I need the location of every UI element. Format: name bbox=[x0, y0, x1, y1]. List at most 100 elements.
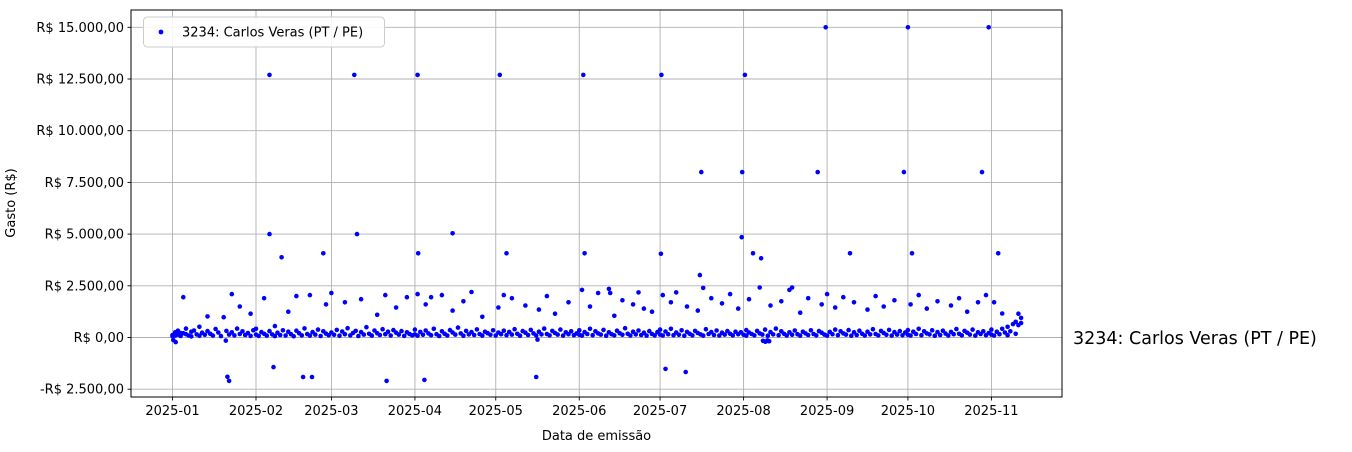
data-point bbox=[881, 304, 886, 309]
data-point bbox=[735, 306, 741, 311]
data-point bbox=[384, 378, 389, 384]
data-point bbox=[766, 338, 772, 344]
data-point bbox=[973, 333, 978, 338]
data-point bbox=[541, 326, 547, 331]
data-point bbox=[932, 333, 938, 339]
data-point bbox=[673, 290, 679, 295]
data-point bbox=[291, 334, 297, 339]
legend-box bbox=[143, 16, 385, 48]
data-point bbox=[703, 326, 709, 332]
data-point bbox=[439, 292, 445, 298]
y-tick-label: R$ 12.500,00 bbox=[36, 73, 124, 88]
data-point bbox=[620, 298, 625, 303]
data-point bbox=[857, 328, 862, 334]
y-tick-label: R$ 5.000,00 bbox=[45, 228, 124, 243]
data-point bbox=[676, 332, 682, 338]
data-point bbox=[612, 333, 617, 338]
data-point bbox=[649, 309, 655, 315]
y-axis-label: Gasto (R$) bbox=[4, 168, 19, 237]
data-point bbox=[607, 290, 613, 296]
data-point bbox=[668, 300, 674, 305]
data-point bbox=[905, 25, 911, 30]
data-point bbox=[480, 314, 485, 320]
data-point bbox=[181, 294, 186, 300]
data-point bbox=[1013, 319, 1018, 325]
data-point bbox=[488, 332, 493, 338]
data-point bbox=[361, 332, 367, 337]
data-point bbox=[1018, 320, 1024, 326]
data-point bbox=[641, 306, 647, 311]
data-point bbox=[598, 332, 604, 337]
data-point bbox=[658, 251, 664, 257]
data-point bbox=[342, 300, 348, 305]
data-point bbox=[552, 311, 558, 317]
data-point bbox=[909, 251, 915, 256]
data-point bbox=[272, 323, 278, 329]
data-point bbox=[889, 333, 894, 338]
x-tick-label: 2025-06 bbox=[552, 404, 606, 419]
data-point bbox=[307, 292, 313, 298]
data-point bbox=[997, 331, 1002, 337]
data-point bbox=[279, 254, 284, 260]
data-point bbox=[216, 330, 221, 335]
data-point bbox=[641, 330, 647, 336]
legend-point-icon bbox=[158, 29, 164, 35]
data-point bbox=[264, 333, 270, 338]
data-point bbox=[210, 333, 216, 338]
data-point bbox=[579, 287, 585, 293]
data-point bbox=[832, 305, 838, 310]
data-point bbox=[471, 332, 477, 338]
data-point bbox=[280, 328, 286, 333]
data-point bbox=[315, 327, 321, 332]
data-point bbox=[722, 332, 727, 337]
data-point bbox=[849, 333, 854, 339]
data-point bbox=[566, 331, 571, 337]
data-point bbox=[299, 333, 305, 338]
data-point bbox=[765, 333, 771, 339]
data-point bbox=[224, 328, 229, 334]
data-point bbox=[342, 331, 348, 337]
data-point bbox=[660, 333, 666, 338]
data-point bbox=[480, 333, 485, 338]
data-point bbox=[587, 326, 593, 332]
data-point bbox=[843, 332, 849, 337]
data-point bbox=[385, 329, 391, 335]
data-point bbox=[504, 251, 509, 256]
data-point bbox=[660, 292, 666, 298]
data-point bbox=[318, 333, 323, 339]
data-point bbox=[377, 332, 383, 338]
data-point bbox=[937, 332, 943, 338]
data-point bbox=[647, 328, 652, 334]
data-point bbox=[916, 326, 921, 332]
data-point bbox=[919, 332, 924, 338]
data-point bbox=[789, 285, 795, 290]
data-point bbox=[248, 311, 253, 317]
data-point bbox=[191, 328, 197, 333]
data-point bbox=[959, 333, 965, 338]
y-tick-label: R$ 7.500,00 bbox=[45, 176, 124, 191]
y-tick-label: R$ 2.500,00 bbox=[45, 279, 124, 294]
data-point bbox=[590, 332, 595, 338]
data-point bbox=[612, 313, 617, 319]
data-point bbox=[595, 290, 601, 296]
data-point bbox=[935, 329, 940, 335]
data-point bbox=[979, 169, 985, 175]
data-point bbox=[393, 305, 399, 310]
data-point bbox=[824, 333, 830, 338]
data-point bbox=[700, 285, 706, 291]
data-point bbox=[523, 303, 528, 308]
data-point bbox=[183, 326, 189, 331]
data-point bbox=[870, 326, 876, 332]
data-point bbox=[321, 251, 326, 256]
data-point bbox=[240, 329, 245, 334]
data-point bbox=[286, 309, 291, 315]
data-point bbox=[226, 378, 232, 384]
data-point bbox=[1013, 331, 1018, 337]
data-point bbox=[337, 333, 342, 339]
data-point bbox=[267, 231, 272, 237]
data-point bbox=[601, 327, 606, 333]
data-point bbox=[630, 302, 636, 307]
x-tick-label: 2025-09 bbox=[800, 404, 854, 419]
data-point bbox=[792, 328, 798, 333]
